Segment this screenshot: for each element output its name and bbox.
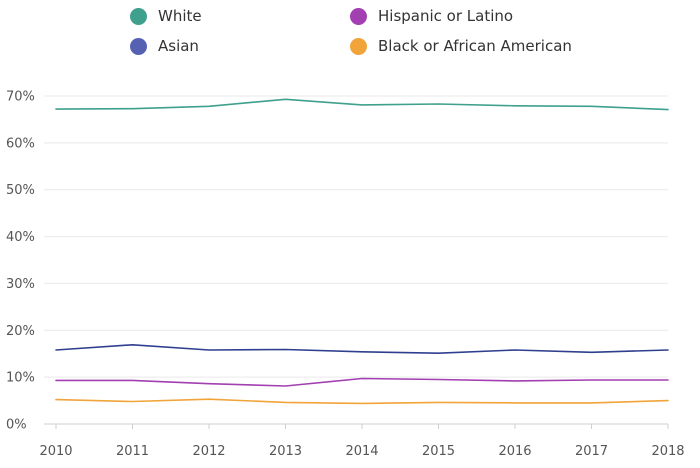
x-tick-label: 2015	[422, 444, 455, 459]
x-tick-label: 2016	[498, 444, 531, 459]
x-tick-label: 2017	[575, 444, 608, 459]
y-tick-label: 20%	[6, 324, 35, 339]
legend-label-white: White	[158, 7, 202, 25]
legend-swatch-hispanic-or-latino	[350, 7, 367, 25]
legend-item-asian[interactable]: Asian	[130, 37, 199, 55]
y-tick-label: 10%	[6, 371, 35, 386]
series-line-asian	[55, 343, 669, 355]
x-tick-label: 2010	[39, 444, 72, 459]
y-tick-label: 60%	[6, 136, 35, 151]
legend-swatch-black-or-african-american	[350, 37, 367, 55]
y-tick-label: 30%	[6, 277, 35, 292]
legend-swatch-asian	[130, 37, 147, 55]
y-tick-label: 40%	[6, 230, 35, 245]
series-line-hispanic-or-latino	[55, 377, 669, 387]
legend-label-hispanic-or-latino: Hispanic or Latino	[378, 7, 514, 25]
legend-item-black-or-african-american[interactable]: Black or African American	[350, 37, 572, 55]
x-tick-label: 2013	[269, 444, 302, 459]
x-tick-label: 2018	[651, 444, 684, 459]
x-tick-label: 2011	[116, 444, 149, 459]
y-tick-label: 70%	[6, 90, 35, 105]
legend-label-asian: Asian	[158, 37, 199, 55]
legend-item-white[interactable]: White	[130, 7, 202, 25]
series-line-white	[55, 98, 669, 111]
legend-label-black-or-african-american: Black or African American	[378, 37, 572, 55]
chart-legend: White Hispanic or Latino Asian Black or …	[0, 0, 700, 64]
x-tick-label: 2014	[345, 444, 378, 459]
series-line-black-or-african-american	[55, 398, 669, 405]
legend-item-hispanic-or-latino[interactable]: Hispanic or Latino	[350, 7, 513, 25]
y-tick-label: 50%	[6, 183, 35, 198]
x-tick-label: 2012	[192, 444, 225, 459]
legend-swatch-white	[130, 7, 147, 25]
y-tick-label: 0%	[6, 418, 27, 433]
